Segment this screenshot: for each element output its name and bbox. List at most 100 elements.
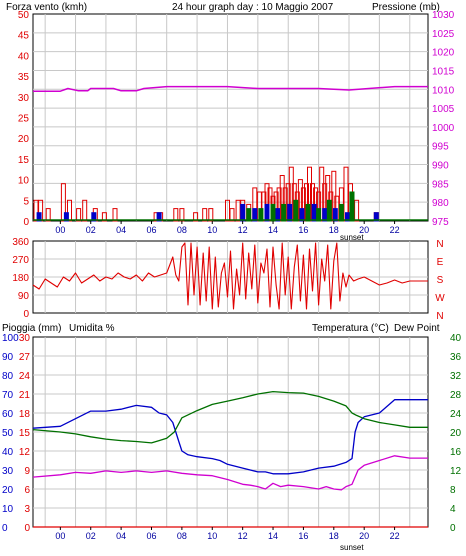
x-tick-label: 18	[329, 225, 339, 235]
mean-wind-bar	[293, 199, 299, 222]
pressure-line	[33, 85, 428, 221]
wind-y-ticks: 0 5 10 15 20 25 30 35 40 45 50	[18, 10, 30, 228]
mean-wind-bar	[275, 208, 281, 222]
y-tick-label: 24	[19, 371, 31, 382]
temp-x-ticks: 00 02 04 06 08 10 12 14 16 18 20 22	[55, 527, 400, 541]
y-tick-label: 990	[432, 161, 449, 172]
sunset-label: sunset	[340, 233, 364, 242]
wind-x-ticks: 00 02 04 06 08 10 12 14 16 18 20 22	[55, 221, 400, 235]
mean-wind-bar	[305, 203, 311, 222]
y-tick-label: 1025	[432, 29, 455, 40]
direction-series	[32, 242, 428, 310]
y-tick-label: 90	[2, 352, 14, 363]
y-tick-label: 12	[450, 466, 462, 477]
y-tick-label: 10	[18, 176, 30, 187]
pressure-label: Pressione (mb)	[372, 2, 440, 13]
y-tick-label: 1015	[432, 66, 455, 77]
gust-bar	[229, 208, 235, 222]
y-tick-label: 0	[2, 523, 8, 534]
gust-bar	[173, 208, 179, 222]
x-tick-label: 00	[55, 531, 65, 541]
y-tick-label: 30	[19, 333, 31, 344]
y-tick-label: 45	[18, 31, 30, 42]
y-tick-label: 50	[18, 10, 30, 21]
y-tick-label: 0	[23, 217, 29, 228]
x-tick-label: 08	[177, 225, 187, 235]
x-tick-label: 16	[298, 531, 308, 541]
mean-wind-bar	[63, 212, 69, 222]
rain-label: Pioggia (mm)	[2, 323, 61, 334]
x-tick-label: 12	[238, 225, 248, 235]
x-tick-label: 00	[55, 225, 65, 235]
mean-wind-bar	[332, 208, 338, 222]
x-tick-label: 14	[268, 531, 278, 541]
gust-bar	[82, 199, 88, 222]
mean-wind-bar	[264, 203, 270, 222]
mean-wind-bar	[252, 208, 258, 222]
y-tick-label: 70	[2, 390, 14, 401]
mean-wind-bar	[326, 199, 332, 222]
mean-wind-bar	[299, 208, 305, 222]
wind-panel-frame	[32, 13, 429, 222]
y-tick-label: 50	[2, 428, 14, 439]
wind-bars	[33, 166, 379, 222]
x-tick-label: 10	[207, 531, 217, 541]
mean-wind-bar	[287, 203, 293, 222]
x-tick-label: 04	[116, 531, 126, 541]
direction-line	[32, 242, 428, 310]
x-tick-label: 14	[268, 225, 278, 235]
humidity-y-ticks: 0 3 6 9 12 15 18 21 24 27 30	[19, 333, 31, 534]
temperature-label: Temperatura (°C)	[312, 323, 389, 334]
x-tick-label: 04	[116, 225, 126, 235]
mean-wind-bar	[156, 212, 162, 222]
gust-bar	[193, 212, 199, 222]
y-tick-label: 8	[450, 485, 456, 496]
y-tick-label: 27	[19, 352, 31, 363]
mean-wind-bar	[322, 208, 328, 222]
y-tick-label: 60	[2, 409, 14, 420]
pressure-y-ticks: 975 980 985 990 995 1000 1005 1010 1015 1020 1025 1…	[432, 10, 455, 228]
mean-wind-bar	[258, 208, 264, 222]
gust-bar	[33, 199, 39, 222]
x-tick-label: 02	[86, 225, 96, 235]
y-tick-label: 9	[24, 466, 30, 477]
y-tick-label: 15	[18, 155, 30, 166]
y-tick-label: 0	[450, 523, 456, 534]
graph-title: 24 hour graph day : 10 Maggio 2007	[172, 2, 334, 13]
gust-bar	[235, 199, 241, 222]
y-tick-label: 1020	[432, 48, 455, 59]
y-tick-label: 995	[432, 142, 449, 153]
y-tick-label: 4	[450, 504, 456, 515]
temp-panel-grid	[33, 337, 428, 527]
y-tick-label: 15	[19, 428, 31, 439]
y-tick-label: 270	[12, 255, 29, 266]
y-tick-label: 1010	[432, 85, 455, 96]
gust-bar	[60, 183, 66, 222]
gust-bar	[76, 208, 82, 222]
y-tick-label: 36	[450, 352, 462, 363]
mean-wind-bar	[246, 208, 252, 222]
x-tick-label: 22	[390, 225, 400, 235]
rain-y-ticks: 0 10 20 30 40 50 60 70 80 90 100	[2, 333, 19, 534]
y-tick-label: 20	[18, 134, 30, 145]
y-tick-label: 30	[18, 93, 30, 104]
gust-bar	[67, 199, 72, 222]
humidity-label: Umidita %	[69, 323, 115, 334]
x-tick-label: 12	[238, 531, 248, 541]
y-tick-label: 1030	[432, 10, 455, 21]
y-tick-label: 40	[2, 447, 14, 458]
x-tick-label: 20	[359, 225, 369, 235]
y-tick-label: 90	[18, 291, 30, 302]
compass-label: N	[436, 239, 443, 250]
y-tick-label: 21	[19, 390, 31, 401]
x-tick-label: 22	[390, 531, 400, 541]
y-tick-label: 40	[450, 333, 462, 344]
y-tick-label: 35	[18, 72, 30, 83]
x-tick-label: 16	[298, 225, 308, 235]
y-tick-label: 40	[18, 51, 30, 62]
mean-wind-bar	[270, 203, 276, 222]
wind-speed-label: Forza vento (kmh)	[6, 2, 87, 13]
y-tick-label: 16	[450, 447, 462, 458]
